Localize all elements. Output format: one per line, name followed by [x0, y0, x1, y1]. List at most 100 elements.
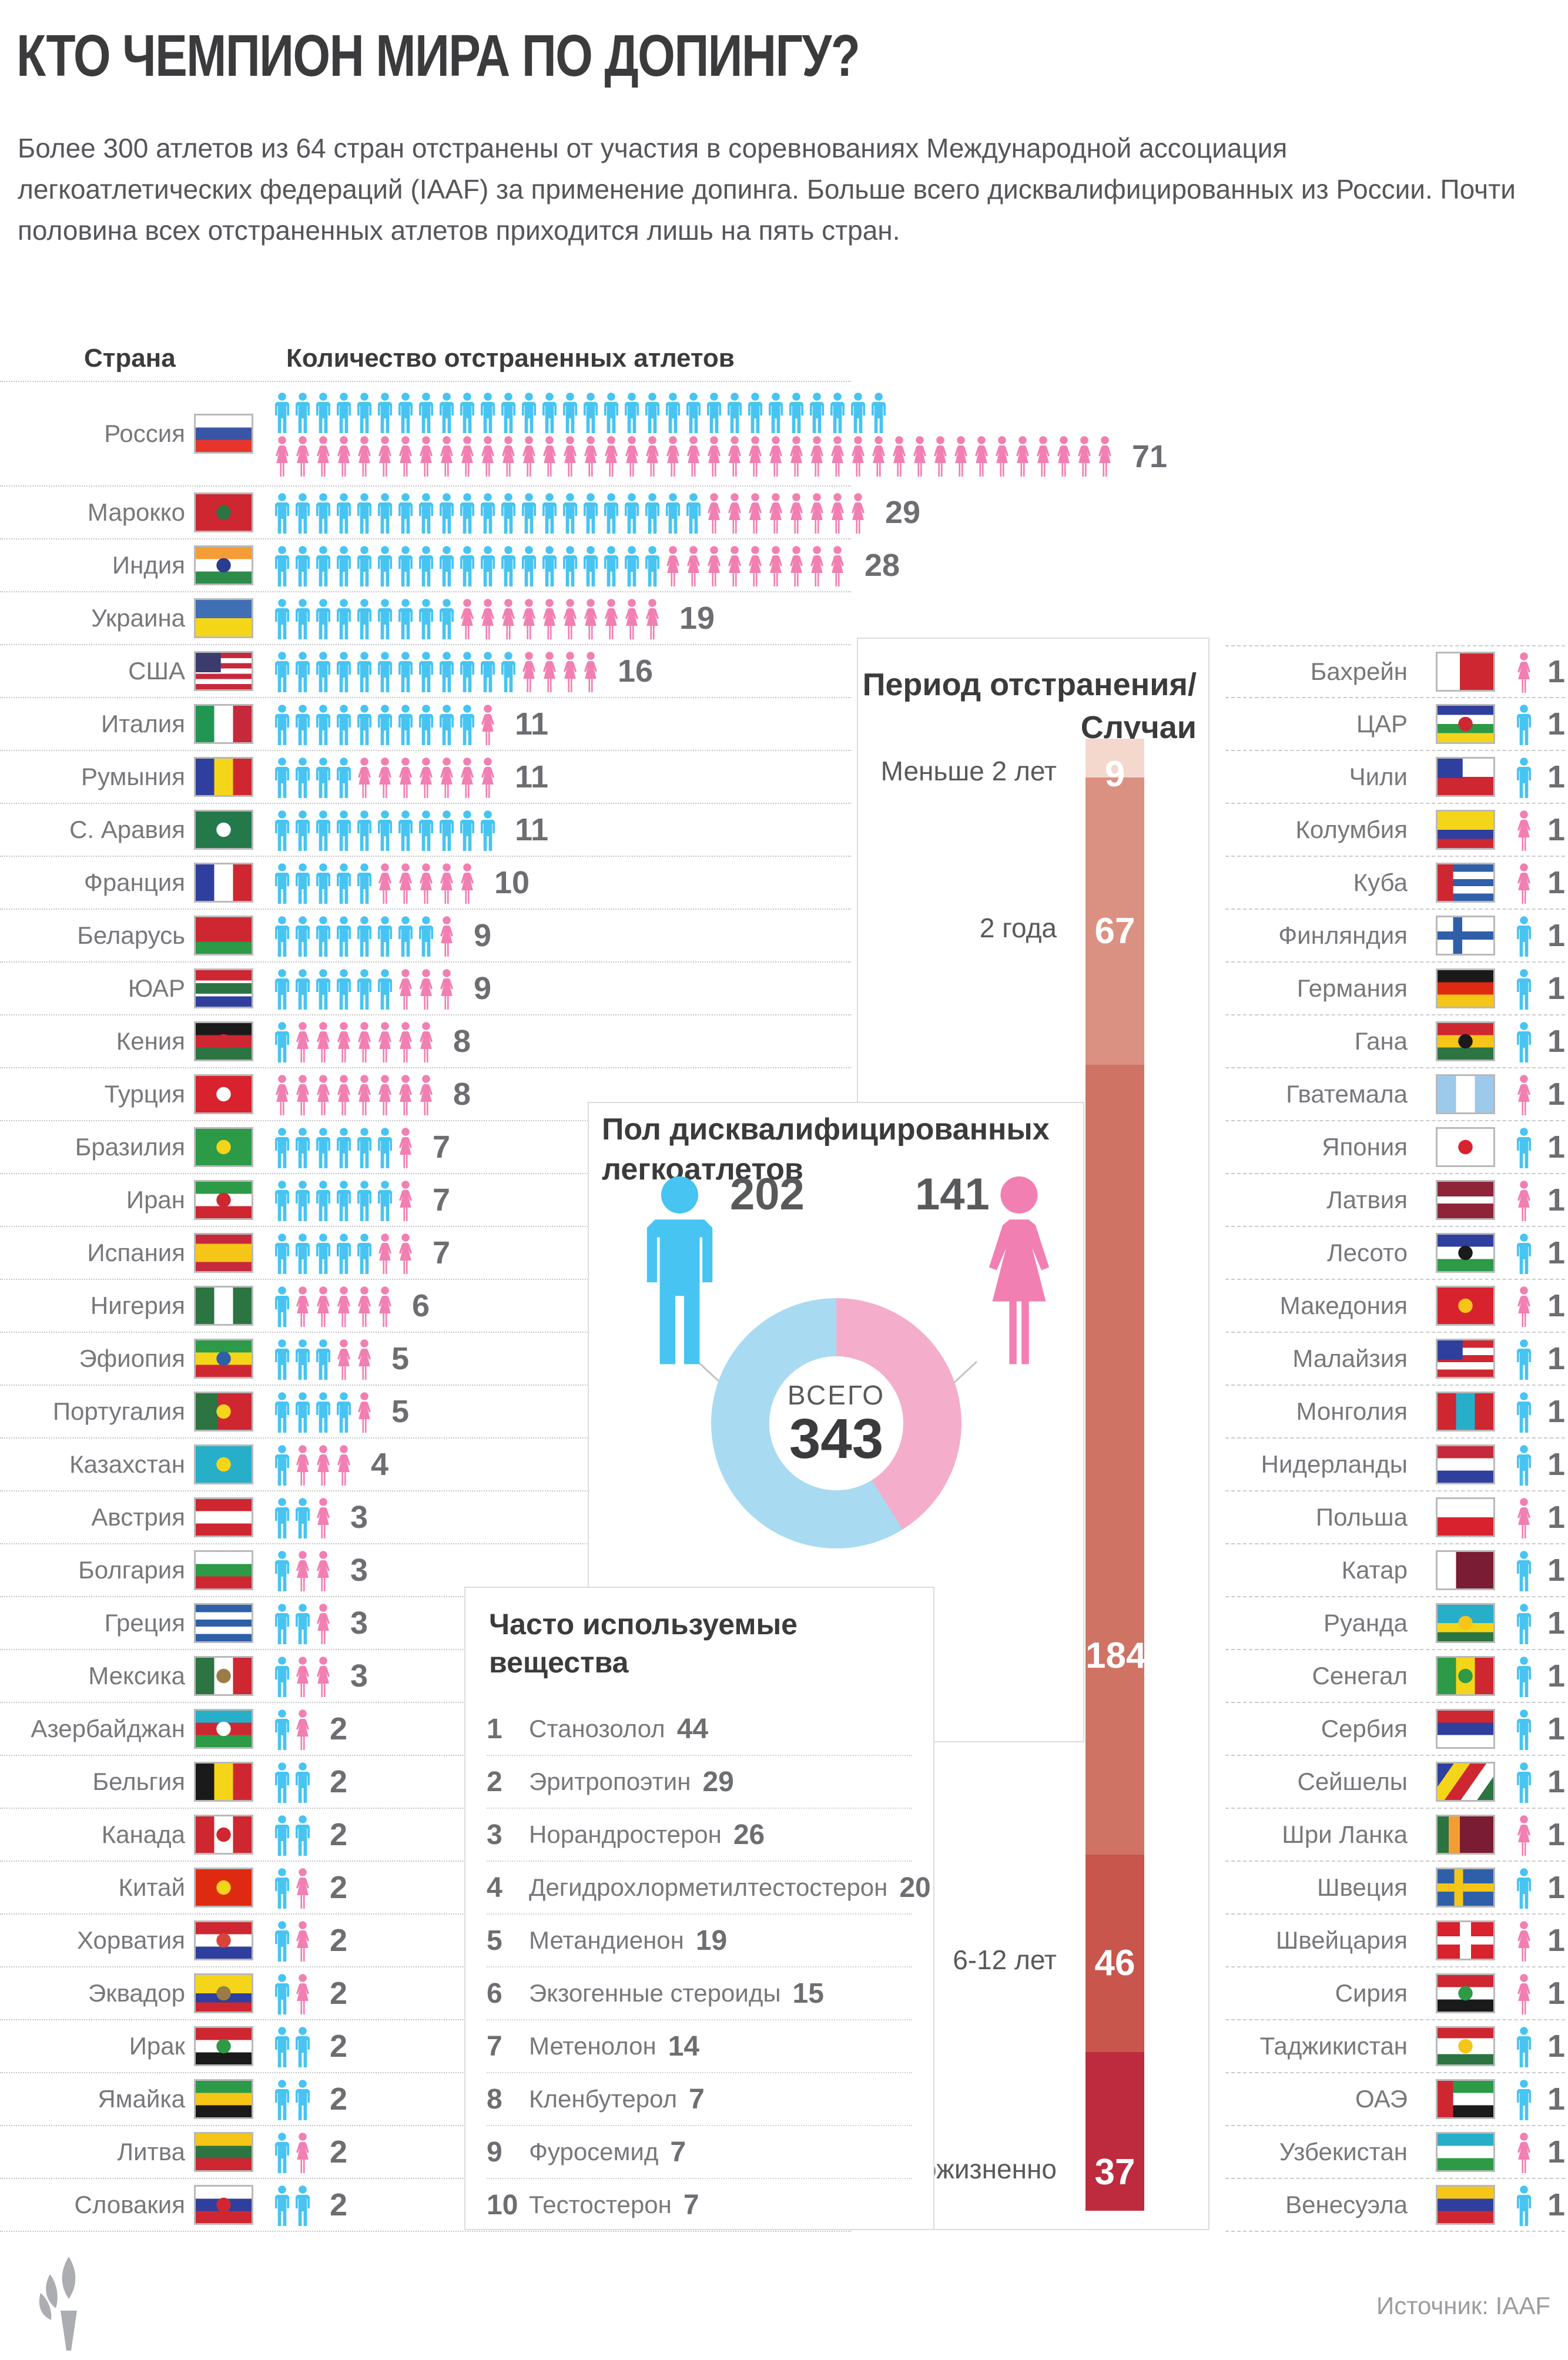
country-name: Мексика — [88, 1662, 185, 1689]
female-person-icon — [708, 546, 721, 586]
female-person-icon — [543, 436, 556, 477]
female-person-icon — [522, 436, 535, 477]
female-person-icon — [769, 493, 782, 534]
substance-item-8: 8 Кленбутерол 7 — [487, 2073, 912, 2126]
female-person-icon — [399, 969, 412, 1010]
substance-count: 19 — [695, 1925, 728, 1956]
pictogram-icons — [1516, 1496, 1537, 1539]
pictogram-icons — [1516, 2024, 1537, 2068]
country-row-left-2: Индия 28 — [0, 539, 900, 592]
country-count: 8 — [453, 1024, 471, 1059]
female-person-icon — [543, 652, 556, 692]
country-name: Румыния — [81, 763, 185, 790]
male-person-icon — [542, 493, 557, 534]
country-count: 2 — [330, 2134, 348, 2170]
country-count: 11 — [515, 706, 549, 742]
suspension-title-line1: Период отстранения/ — [862, 667, 1197, 702]
country-count: 9 — [474, 918, 492, 953]
male-person-icon — [316, 705, 330, 745]
substance-count: 7 — [689, 2083, 705, 2115]
country-name: Монголия — [1296, 1397, 1408, 1425]
female-person-icon — [317, 1286, 330, 1327]
male-person-icon — [789, 393, 803, 433]
female-person-icon — [420, 969, 433, 1010]
male-person-icon — [275, 863, 289, 904]
female-person-icon — [420, 757, 433, 798]
gender-title-line1: Пол дисквалифицированных — [602, 1112, 1050, 1147]
country-flag-icon — [194, 2185, 253, 2225]
male-person-icon — [275, 757, 289, 798]
country-flag-icon — [1436, 810, 1495, 850]
country-flag-icon — [194, 651, 253, 691]
male-person-icon — [604, 546, 618, 586]
male-person-icon — [275, 1657, 289, 1697]
female-person-icon — [790, 493, 803, 534]
country-name: Португалия — [52, 1397, 185, 1425]
source-credit: Источник: IAAF — [1376, 2292, 1550, 2319]
female-person-icon — [954, 436, 967, 477]
substance-name: Метандиенон — [529, 1926, 684, 1954]
male-person-icon — [275, 1392, 289, 1433]
bar-segment-label-3: 6-12 лет — [953, 1945, 1057, 1975]
pictogram-icons — [274, 1972, 316, 2015]
pictogram-icons — [1516, 1390, 1537, 1433]
country-name: Швейцария — [1275, 1926, 1408, 1954]
suspension-panel-title: Период отстранения/ Случаи — [863, 663, 1197, 749]
male-person-icon — [1517, 1762, 1531, 1803]
male-person-icon — [316, 1128, 330, 1168]
substance-name: Тестостерон — [529, 2191, 672, 2218]
country-row-right-3: Колумбия 1 — [1225, 804, 1565, 857]
country-count: 3 — [350, 1553, 368, 1588]
male-person-icon — [275, 393, 289, 433]
pictogram-icons — [1516, 702, 1537, 746]
country-count: 3 — [350, 1658, 368, 1694]
female-person-icon — [440, 916, 453, 957]
male-person-icon — [275, 1181, 289, 1221]
male-person-icon — [460, 546, 474, 586]
substance-count: 7 — [670, 2136, 686, 2168]
pictogram-icons — [274, 1707, 316, 1751]
pictogram-icons — [274, 1020, 439, 1063]
female-person-icon — [337, 436, 350, 477]
female-person-icon — [399, 1181, 412, 1221]
pictogram-icons — [274, 1654, 336, 1698]
female-person-icon — [481, 436, 494, 477]
column-header-country: Страна — [84, 344, 176, 373]
male-person-icon — [1517, 1233, 1531, 1274]
male-person-icon — [1517, 916, 1531, 957]
country-count: 2 — [330, 1817, 348, 1852]
country-row-right-15: Нидерланды 1 — [1225, 1439, 1565, 1491]
male-person-icon — [337, 810, 351, 851]
female-person-icon — [1517, 1075, 1530, 1115]
male-person-icon — [460, 810, 474, 851]
country-flag-icon — [194, 1815, 253, 1855]
male-person-icon — [686, 493, 701, 534]
male-person-icon — [357, 1181, 371, 1221]
country-count: 7 — [433, 1182, 451, 1218]
female-person-icon — [337, 1445, 350, 1486]
male-person-icon — [357, 969, 371, 1010]
male-person-icon — [419, 599, 433, 639]
female-person-icon — [420, 863, 433, 904]
female-person-icon — [358, 1339, 371, 1380]
male-person-icon — [625, 493, 639, 534]
country-name: Нидерланды — [1261, 1450, 1408, 1478]
country-row-left-33: Словакия 2 — [0, 2179, 851, 2232]
pictogram-icons — [1516, 1654, 1537, 1698]
pictogram-icons — [1516, 1125, 1537, 1169]
country-row-left-31: Ямайка 2 — [0, 2073, 851, 2126]
male-person-icon — [275, 1974, 289, 2014]
female-person-icon — [749, 436, 762, 477]
country-count: 1 — [1547, 1923, 1566, 1958]
country-row-right-26: Таджикистан 1 — [1225, 2020, 1565, 2073]
male-person-icon — [275, 916, 289, 957]
country-row-right-19: Сенегал 1 — [1225, 1650, 1565, 1703]
substance-name: Метенолон — [529, 2032, 656, 2060]
female-person-icon — [1517, 1286, 1530, 1327]
female-person-icon — [481, 599, 494, 639]
male-person-icon — [275, 1339, 289, 1380]
male-person-icon — [625, 393, 639, 433]
bar-segment-value-2: 184 — [1085, 1635, 1147, 1676]
male-person-icon — [1517, 1022, 1531, 1062]
male-person-icon — [728, 393, 742, 433]
